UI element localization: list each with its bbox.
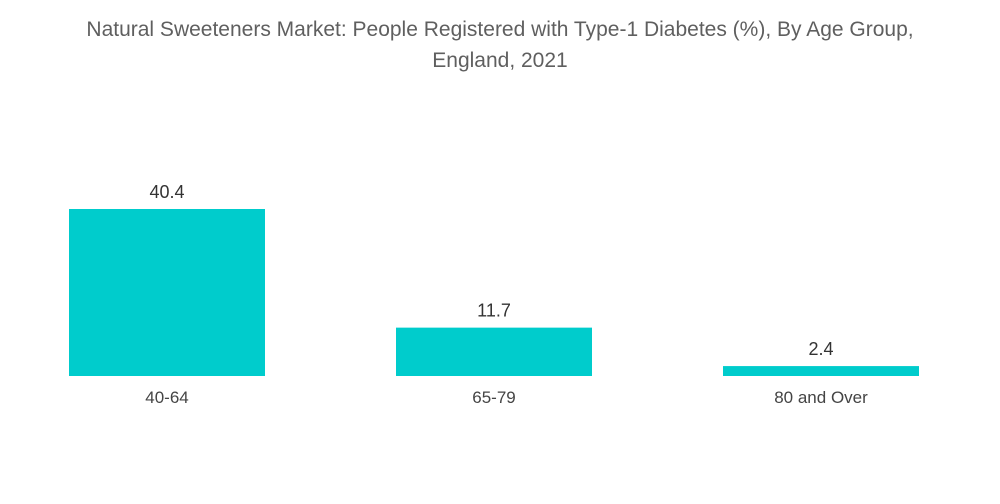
bar-65-79: [396, 327, 592, 376]
bar-40-64: [69, 209, 265, 376]
bar-80-and-over: [723, 366, 919, 376]
chart-title: Natural Sweeteners Market: People Regist…: [0, 14, 1000, 76]
data-label: 40.4: [149, 182, 184, 202]
chart-title-line-1: Natural Sweeteners Market: People Regist…: [86, 18, 914, 41]
data-label: 2.4: [808, 339, 833, 359]
x-tick-label: 65-79: [472, 388, 515, 407]
chart-title-line-2: England, 2021: [432, 49, 568, 72]
x-tick-label: 40-64: [145, 388, 188, 407]
data-label: 11.7: [477, 301, 511, 321]
x-tick-label: 80 and Over: [774, 388, 868, 407]
